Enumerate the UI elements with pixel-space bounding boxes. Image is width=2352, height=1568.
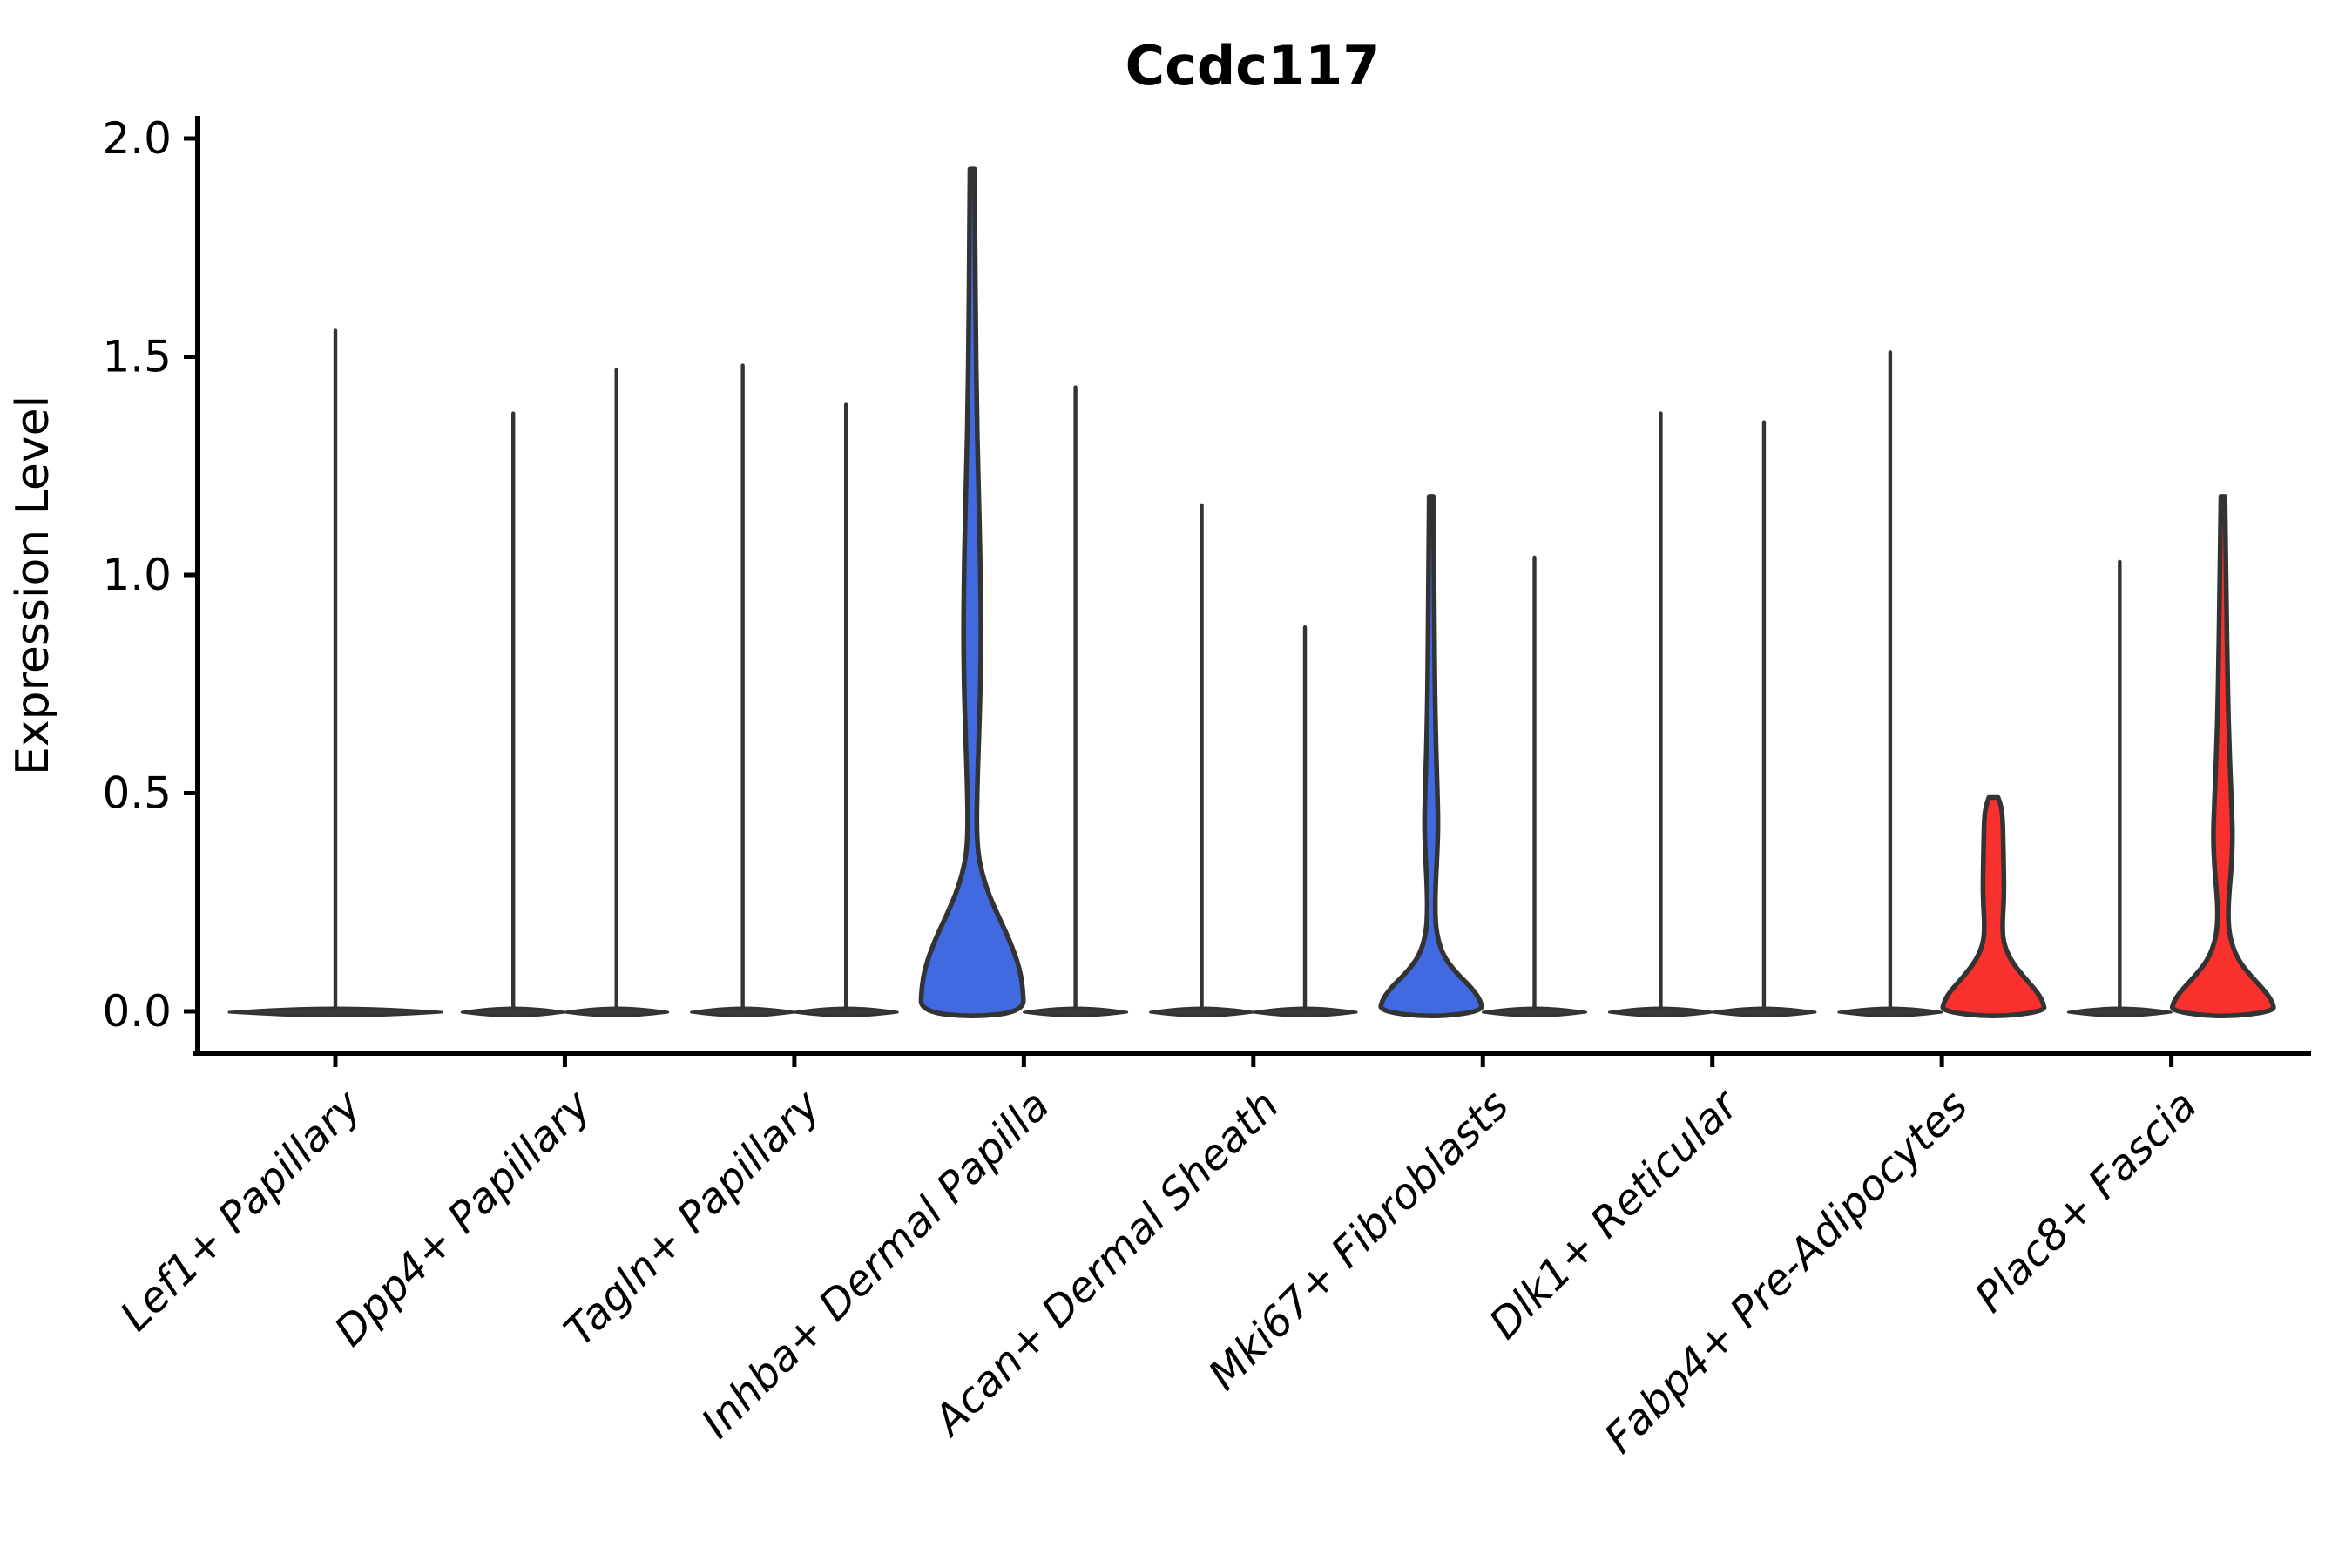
violin-blue: [918, 166, 1026, 1018]
violin-red: [2169, 494, 2276, 1018]
violin-base: [1837, 1006, 1943, 1017]
violin-blue: [1378, 494, 1484, 1018]
x-tick-label: Lef1+ Papillary: [111, 1080, 371, 1341]
chart-title: Ccdc117: [1125, 34, 1381, 98]
violin-base: [793, 1006, 899, 1017]
x-tick-label: Fabp4+ Pre-Adipocytes: [1595, 1081, 1977, 1463]
violin-base: [564, 1006, 670, 1017]
violin-base: [1023, 1006, 1129, 1017]
y-axis-label: Expression Level: [7, 395, 59, 775]
x-tick-label: Dpp4+ Papillary: [325, 1080, 600, 1355]
y-tick-label: 0.0: [102, 986, 172, 1037]
violin-base: [1482, 1006, 1587, 1017]
violin-red: [1940, 794, 2047, 1018]
y-tick-label: 0.5: [102, 768, 172, 819]
violin-base: [227, 1006, 443, 1017]
y-tick-label: 2.0: [102, 113, 172, 164]
x-tick-label: Dlk1+ Reticular: [1480, 1079, 1750, 1349]
violin-base: [2066, 1006, 2173, 1017]
violins: [227, 166, 2276, 1018]
violin-base: [1711, 1006, 1817, 1017]
y-tick-label: 1.5: [102, 332, 172, 382]
y-tick-label: 1.0: [102, 550, 172, 600]
violin-base: [1252, 1006, 1358, 1017]
x-tick-label: Tagln+ Papillary: [555, 1080, 830, 1355]
x-tick-label: Plac8+ Fascia: [1965, 1081, 2207, 1322]
